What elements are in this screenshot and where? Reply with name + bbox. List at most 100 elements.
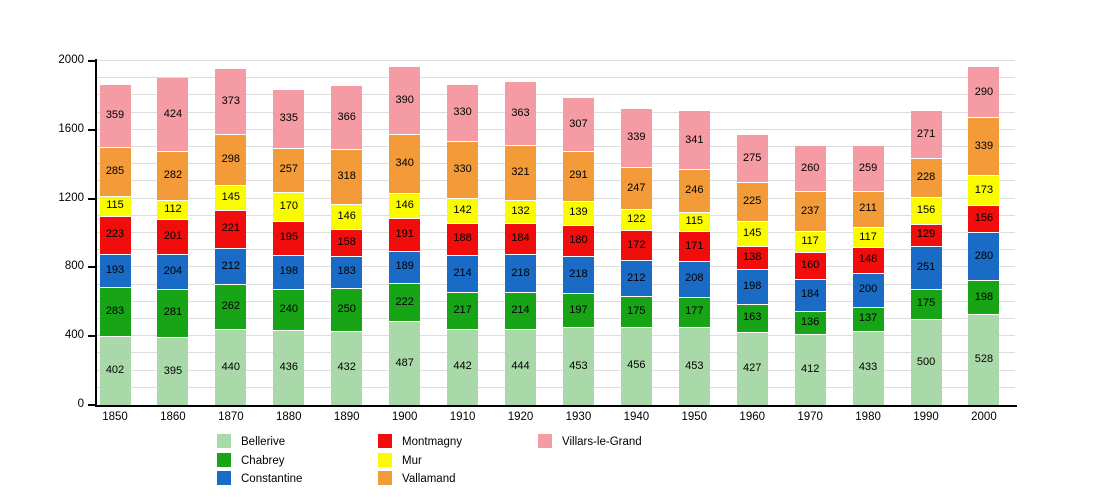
segment-value-label: 204 — [163, 264, 183, 277]
gridline — [97, 60, 1015, 61]
segment-value-label: 259 — [858, 161, 878, 174]
bar-1950: 453 177 208 171 115 246 341 — [678, 61, 710, 405]
segment-value-label: 163 — [743, 311, 762, 324]
bar-segment-chabrey: 136 — [794, 310, 826, 335]
bar-segment-villars-le-grand: 335 — [273, 90, 305, 148]
bar-segment-bellerive: 528 — [968, 314, 1000, 405]
bar-segment-vallamand: 246 — [678, 169, 710, 212]
segment-value-label: 340 — [395, 156, 414, 169]
segment-value-label: 247 — [627, 181, 646, 194]
legend-swatch — [538, 434, 552, 448]
segment-value-label: 444 — [511, 360, 530, 373]
legend-swatch — [217, 452, 231, 467]
bar-segment-bellerive: 444 — [505, 328, 536, 405]
bar-segment-vallamand: 291 — [562, 150, 594, 201]
bar-segment-montmagny: 129 — [910, 223, 942, 246]
segment-value-label: 359 — [105, 109, 125, 122]
bar-segment-villars-le-grand: 341 — [678, 110, 710, 170]
bar-segment-constantine: 189 — [389, 250, 421, 284]
segment-value-label: 395 — [163, 364, 183, 377]
segment-value-label: 198 — [974, 290, 994, 303]
bar-1930: 453 197 218 180 139 291 307 — [562, 61, 594, 405]
segment-value-label: 170 — [279, 200, 298, 213]
segment-value-label: 136 — [800, 315, 820, 328]
bar-segment-mur: 142 — [447, 198, 479, 223]
segment-value-label: 208 — [685, 272, 704, 285]
segment-value-label: 198 — [279, 265, 298, 278]
legend-label: Bellerive — [241, 436, 286, 448]
gridline — [97, 386, 1015, 388]
bar-segment-bellerive: 456 — [620, 326, 652, 405]
segment-value-label: 487 — [395, 356, 414, 369]
segment-value-label: 115 — [106, 199, 124, 212]
segment-value-label: 145 — [743, 226, 762, 239]
segment-value-label: 221 — [221, 222, 241, 235]
segment-value-label: 390 — [395, 94, 414, 107]
segment-value-label: 211 — [859, 202, 877, 215]
legend-label: Montmagny — [402, 436, 463, 448]
x-axis-tick-label: 1930 — [565, 411, 592, 423]
bar-segment-chabrey: 163 — [736, 303, 768, 332]
gridline — [97, 77, 1015, 79]
bar-segment-vallamand: 321 — [505, 144, 536, 200]
gridline — [97, 197, 1015, 199]
segment-value-label: 341 — [685, 133, 704, 146]
bar-segment-chabrey: 198 — [968, 280, 1000, 315]
bar-segment-constantine: 218 — [562, 255, 594, 294]
bar-1850: 402 283 193 223 115 285 359 — [99, 61, 131, 405]
bar-segment-bellerive: 453 — [678, 327, 710, 405]
x-axis-tick-label: 1910 — [449, 411, 476, 423]
bar-segment-villars-le-grand: 390 — [389, 67, 421, 135]
segment-value-label: 442 — [453, 360, 472, 373]
bar-segment-mur: 145 — [736, 220, 768, 246]
bar-segment-constantine: 200 — [852, 272, 884, 307]
segment-value-label: 298 — [221, 152, 241, 165]
x-axis-line — [95, 405, 1017, 407]
x-axis-tick-label: 1990 — [913, 411, 939, 423]
y-axis-tick — [88, 266, 95, 269]
bar-segment-constantine: 204 — [157, 253, 189, 289]
segment-value-label: 339 — [627, 131, 646, 144]
x-axis-tick-label: 1890 — [333, 411, 360, 423]
bar-segment-chabrey: 240 — [273, 288, 305, 331]
y-axis-tick-label: 800 — [64, 260, 84, 273]
y-axis-tick — [88, 197, 95, 200]
bar-segment-villars-le-grand: 366 — [331, 86, 363, 150]
legend-swatch — [378, 452, 392, 467]
segment-value-label: 412 — [800, 363, 820, 376]
bar-segment-mur: 115 — [678, 211, 710, 232]
bar-segment-constantine: 198 — [273, 254, 305, 289]
gridline — [97, 111, 1015, 113]
bar-1900: 487 222 189 191 146 340 390 — [389, 61, 421, 405]
bar-1980: 433 137 200 148 117 211 259 — [852, 61, 884, 405]
segment-value-label: 363 — [511, 107, 530, 120]
segment-value-label: 285 — [105, 164, 125, 177]
plot-area: 402 283 193 223 115 285 359 395 281 204 201 112 282 4… — [97, 60, 1015, 405]
segment-value-label: 330 — [453, 106, 472, 119]
bar-1860: 395 281 204 201 112 282 424 — [157, 61, 189, 405]
bar-segment-bellerive: 440 — [215, 329, 247, 405]
segment-value-label: 500 — [916, 355, 936, 368]
segment-value-label: 240 — [279, 302, 298, 315]
segment-value-label: 366 — [337, 111, 356, 124]
segment-value-label: 291 — [569, 169, 588, 182]
y-axis-line — [95, 59, 97, 407]
segment-value-label: 280 — [974, 249, 994, 262]
x-axis-tick-label: 1950 — [681, 411, 708, 423]
bar-segment-bellerive: 402 — [99, 335, 131, 405]
bar-segment-mur: 112 — [157, 199, 189, 220]
segment-value-label: 318 — [337, 170, 356, 183]
bar-segment-constantine: 212 — [620, 260, 652, 297]
bar-1910: 442 217 214 188 142 330 330 — [447, 61, 479, 405]
legend-swatch — [378, 471, 392, 485]
y-axis-tick — [88, 128, 95, 131]
segment-value-label: 146 — [337, 209, 356, 222]
gridline — [97, 163, 1015, 165]
segment-value-label: 122 — [627, 213, 646, 226]
bar-segment-mur: 145 — [215, 184, 247, 210]
segment-value-label: 453 — [569, 359, 588, 372]
bar-segment-villars-le-grand: 373 — [215, 69, 247, 134]
segment-value-label: 173 — [974, 183, 994, 196]
segment-value-label: 250 — [337, 302, 356, 315]
